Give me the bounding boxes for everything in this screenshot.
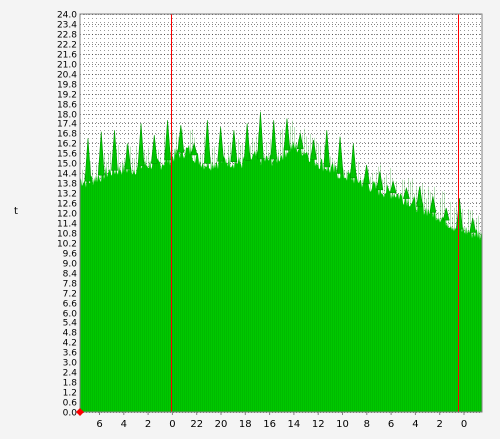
series-spike bbox=[270, 120, 278, 160]
y-tick-label: 0.6 bbox=[63, 399, 78, 409]
y-tick-label: 3.6 bbox=[63, 349, 78, 359]
y-tick-label: 9.6 bbox=[63, 250, 78, 260]
plot-frame bbox=[79, 13, 483, 413]
y-tick-label: 3.0 bbox=[63, 359, 78, 369]
x-tick-label: 8 bbox=[364, 419, 370, 430]
y-tick-label: 9.0 bbox=[63, 260, 78, 270]
y-tick-label: 13.2 bbox=[57, 190, 77, 200]
y-tick-layer: 0.00.61.21.82.43.03.64.24.85.46.06.67.27… bbox=[57, 11, 77, 419]
y-tick-label: 12.0 bbox=[57, 210, 77, 220]
y-tick-label: 23.4 bbox=[57, 21, 77, 31]
x-tick-label: 4 bbox=[121, 419, 127, 430]
x-tick-label: 22 bbox=[190, 419, 203, 430]
x-tick-label: 6 bbox=[96, 419, 102, 430]
y-tick-label: 19.8 bbox=[57, 81, 77, 91]
y-tick-label: 22.2 bbox=[57, 41, 77, 51]
x-tick-label: 20 bbox=[215, 419, 228, 430]
x-tick-label: 18 bbox=[239, 419, 252, 430]
y-tick-label: 5.4 bbox=[63, 319, 78, 329]
y-tick-label: 0.0 bbox=[63, 409, 78, 419]
y-tick-label: 24.0 bbox=[57, 11, 77, 21]
x-tick-label: 10 bbox=[336, 419, 349, 430]
y-tick-label: 1.2 bbox=[63, 389, 77, 399]
series-spike bbox=[164, 120, 171, 161]
y-tick-label: 2.4 bbox=[63, 369, 78, 379]
series-spike bbox=[310, 139, 317, 160]
y-tick-label: 14.4 bbox=[57, 170, 77, 180]
y-tick-label: 16.8 bbox=[57, 130, 77, 140]
y-tick-label: 21.0 bbox=[57, 61, 77, 71]
y-tick-label: 8.4 bbox=[63, 270, 78, 280]
y-tick-label: 7.2 bbox=[63, 290, 77, 300]
series-spike bbox=[349, 143, 357, 179]
y-tick-label: 6.0 bbox=[63, 310, 78, 320]
series-spike bbox=[243, 123, 251, 161]
y-tick-label: 10.2 bbox=[57, 240, 77, 250]
y-tick-label: 18.6 bbox=[57, 101, 77, 111]
series-spike bbox=[456, 198, 463, 230]
y-tick-label: 15.6 bbox=[57, 150, 77, 160]
origin-marker bbox=[76, 408, 84, 416]
y-tick-label: 13.8 bbox=[57, 180, 77, 190]
y-tick-label: 22.8 bbox=[57, 31, 77, 41]
x-tick-label: 2 bbox=[145, 419, 151, 430]
y-tick-label: 15.0 bbox=[57, 160, 77, 170]
series-spike bbox=[84, 138, 92, 182]
y-tick-label: 17.4 bbox=[57, 120, 77, 130]
series-spike bbox=[323, 130, 331, 168]
y-tick-label: 16.2 bbox=[57, 140, 77, 150]
y-tick-label: 20.4 bbox=[57, 71, 77, 81]
series-spike bbox=[204, 120, 211, 164]
x-tick-label: 14 bbox=[288, 419, 301, 430]
y-axis-label: t bbox=[14, 206, 18, 217]
y-tick-label: 6.6 bbox=[63, 300, 78, 310]
x-tick-label: 2 bbox=[437, 419, 443, 430]
x-tick-label: 0 bbox=[169, 419, 175, 430]
y-tick-label: 4.8 bbox=[63, 329, 78, 339]
x-tick-label: 4 bbox=[412, 419, 418, 430]
y-tick-label: 11.4 bbox=[57, 220, 77, 230]
x-tick-label: 0 bbox=[461, 419, 467, 430]
y-tick-label: 4.2 bbox=[63, 339, 77, 349]
y-tick-label: 10.8 bbox=[57, 230, 77, 240]
y-tick-label: 7.8 bbox=[63, 280, 78, 290]
x-tick-label: 12 bbox=[312, 419, 325, 430]
y-tick-label: 21.6 bbox=[57, 51, 77, 61]
x-tick-label: 16 bbox=[263, 419, 276, 430]
y-tick-label: 1.8 bbox=[63, 379, 78, 389]
series-spike bbox=[97, 131, 105, 176]
marker-layer bbox=[171, 14, 459, 412]
area-layer bbox=[80, 111, 482, 413]
x-tick-layer: 6 4 2 0 22 20 18 16 14 12 10 8 6 4 2 0 bbox=[96, 412, 467, 430]
y-tick-label: 12.6 bbox=[57, 200, 77, 210]
series-spike bbox=[416, 186, 423, 207]
y-tick-label: 19.2 bbox=[57, 91, 77, 101]
y-tick-label: 18.0 bbox=[57, 111, 77, 121]
x-tick-label: 6 bbox=[388, 419, 394, 430]
